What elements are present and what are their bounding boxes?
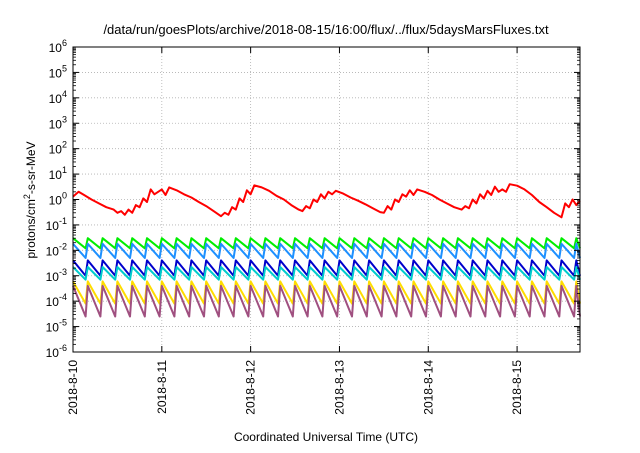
x-tick-label: 2018-8-12 [244,360,258,415]
x-tick-label: 2018-8-11 [155,360,169,414]
y-tick-label: 10-6 [46,343,67,360]
y-axis-label-sup: 2 [22,194,32,199]
y-tick-label: 106 [49,38,67,55]
y-axis-label-base: protons/cm [24,199,38,258]
series-line-7 [72,284,581,318]
series-line-3 [72,242,581,259]
y-tick-label: 104 [49,89,67,106]
chart-title: /data/run/goesPlots/archive/2018-08-15/1… [103,22,549,37]
y-tick-label: 10-3 [46,267,67,284]
plot-frame [72,46,581,353]
y-tick-label: 10-1 [46,216,67,233]
x-axis-label: Coordinated Universal Time (UTC) [234,430,418,444]
series-layer [72,183,581,318]
x-tick-label: 2018-8-14 [421,360,435,415]
y-axis-label-rest: -s-sr-MeV [24,141,38,194]
y-tick-label: 105 [49,63,67,80]
series-line-5 [72,266,581,281]
x-tick-label: 2018-8-15 [510,360,524,415]
x-tick-label: 2018-8-13 [332,360,346,415]
y-tick-label: 10-5 [46,318,67,335]
y-tick-label: 103 [49,114,67,131]
series-line-1 [72,183,581,219]
y-tick-label: 10-4 [46,292,67,309]
y-tick-label: 10-2 [46,241,67,258]
y-axis-label: protons/cm2-s-sr-MeV [22,141,38,258]
y-tick-label: 102 [49,140,67,157]
x-tick-label: 2018-8-10 [66,360,80,415]
y-tick-label: 101 [49,165,67,182]
grid [73,47,580,352]
series-line-2 [72,237,581,250]
y-tick-label: 100 [49,191,67,208]
axes: 10-6 10-5 10-4 10-3 10-2 10-1 100 101 102 103 104 1… [46,38,580,415]
